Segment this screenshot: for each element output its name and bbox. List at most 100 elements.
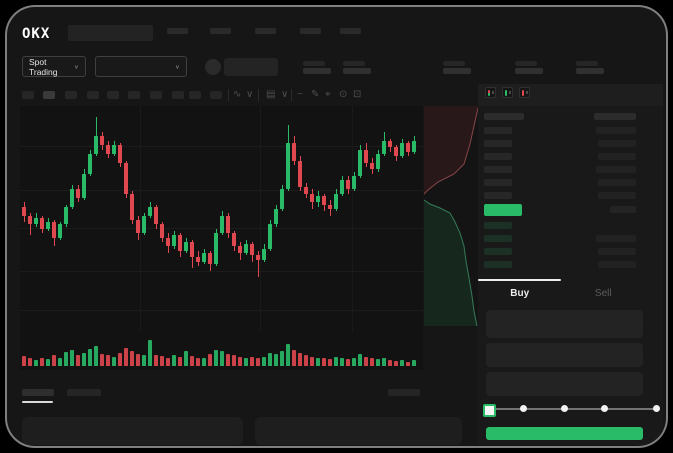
slider-stop[interactable] — [520, 405, 527, 412]
candle — [184, 110, 188, 330]
candle-style-icon[interactable]: ∿ — [233, 89, 242, 100]
order-input-placeholder[interactable] — [486, 372, 643, 396]
candle-body — [364, 149, 368, 163]
slider-stop[interactable] — [561, 405, 568, 412]
draw-tool-icon[interactable]: ✎ — [311, 89, 320, 100]
candle — [238, 110, 242, 330]
screenshot-icon[interactable]: ⌖ — [325, 89, 331, 100]
bottom-panel-placeholder[interactable] — [22, 417, 243, 445]
timeframe-button[interactable] — [43, 91, 55, 99]
timeframe-button[interactable] — [210, 91, 222, 99]
nav-item-placeholder[interactable] — [340, 28, 361, 34]
orderbook-row[interactable] — [484, 222, 636, 229]
nav-item-placeholder[interactable] — [255, 28, 276, 34]
slider-handle[interactable] — [483, 404, 496, 417]
candle-body — [154, 206, 158, 225]
candle — [154, 110, 158, 330]
orderbook-row[interactable] — [484, 261, 636, 268]
price-chart[interactable] — [20, 106, 423, 370]
nav-item-placeholder[interactable] — [167, 28, 188, 34]
indicators-icon[interactable]: ▤ — [266, 89, 276, 100]
candle — [328, 110, 332, 330]
candle — [352, 110, 356, 330]
volume-bar — [328, 359, 332, 366]
timeframe-button[interactable] — [22, 91, 34, 99]
price-placeholder — [484, 192, 512, 199]
candle — [346, 110, 350, 330]
candle-body — [238, 246, 242, 253]
orderbook-row[interactable] — [484, 140, 636, 147]
candle — [286, 110, 290, 330]
pair-selector[interactable]: ∨ — [95, 56, 187, 77]
amount-placeholder — [598, 261, 636, 268]
candle-body — [316, 195, 320, 203]
combined-book-view-icon[interactable] — [485, 87, 496, 98]
candle-body — [370, 162, 374, 170]
slider-stop[interactable] — [601, 405, 608, 412]
candle-body — [376, 154, 380, 170]
orderbook-row[interactable] — [484, 235, 636, 242]
orderbook-row[interactable] — [484, 127, 636, 134]
asks-only-view-icon[interactable] — [519, 87, 530, 98]
last-price-badge[interactable] — [484, 204, 522, 216]
settings-icon[interactable]: ⊙ — [339, 89, 348, 100]
bottom-tab-placeholder[interactable] — [22, 389, 54, 396]
volume-bar — [208, 354, 212, 366]
timeframe-button[interactable] — [87, 91, 99, 99]
tab-sell[interactable]: Sell — [594, 287, 612, 299]
candle-body — [208, 253, 212, 264]
order-input-placeholder[interactable] — [486, 310, 643, 338]
amount-slider-track[interactable] — [489, 408, 656, 410]
orderbook-row[interactable] — [484, 153, 636, 160]
volume-bar — [262, 357, 266, 366]
candle-body — [352, 176, 356, 190]
tab-buy[interactable]: Buy — [510, 287, 530, 299]
timeframe-button[interactable] — [107, 91, 119, 99]
timeframe-button[interactable] — [172, 91, 184, 99]
stat-value-placeholder — [515, 68, 543, 74]
bottom-panel-placeholder[interactable] — [255, 417, 462, 445]
candle-body — [298, 160, 302, 187]
stat-group — [343, 61, 371, 74]
last-price-amount-placeholder — [610, 206, 636, 213]
stat-value-placeholder — [576, 68, 604, 74]
gridline — [140, 106, 141, 332]
order-input-placeholder[interactable] — [486, 343, 643, 367]
orderbook-row[interactable] — [484, 248, 636, 255]
okx-logo: OKX — [22, 26, 51, 42]
candle-body — [64, 206, 68, 225]
timeframe-button[interactable] — [189, 91, 201, 99]
submit-buy-button[interactable] — [486, 427, 643, 440]
nav-item-placeholder[interactable] — [300, 28, 321, 34]
gridline — [352, 106, 353, 332]
fullscreen-icon[interactable]: ⊡ — [353, 89, 362, 100]
bottom-right-placeholder[interactable] — [388, 389, 420, 396]
orderbook-row[interactable] — [484, 166, 636, 173]
chevron-down-icon[interactable]: ∨ — [281, 89, 289, 100]
candle — [160, 110, 164, 330]
nav-item-placeholder[interactable] — [210, 28, 231, 34]
bottom-tab-placeholder[interactable] — [67, 389, 101, 396]
orderbook-row[interactable] — [484, 179, 636, 186]
depth-strip — [487, 89, 490, 96]
trendline-tool-icon[interactable]: ~ — [297, 89, 303, 100]
candle-body — [118, 145, 122, 163]
gridline — [20, 310, 423, 311]
orderbook-row[interactable] — [484, 192, 636, 199]
candle-body — [226, 215, 230, 234]
volume-bar — [316, 358, 320, 366]
bid-full — [504, 89, 507, 96]
nav-search-placeholder[interactable] — [68, 25, 153, 41]
candlestick-series — [22, 110, 422, 330]
bids-only-view-icon[interactable] — [502, 87, 513, 98]
slider-stop[interactable] — [653, 405, 660, 412]
candle — [166, 110, 170, 330]
timeframe-button[interactable] — [150, 91, 162, 99]
candle — [376, 110, 380, 330]
timeframe-button[interactable] — [128, 91, 140, 99]
candle — [382, 110, 386, 330]
market-type-selector[interactable]: Spot Trading ∨ — [22, 56, 86, 77]
candle-body — [112, 145, 116, 154]
timeframe-button[interactable] — [65, 91, 77, 99]
chevron-down-icon[interactable]: ∨ — [246, 89, 254, 100]
